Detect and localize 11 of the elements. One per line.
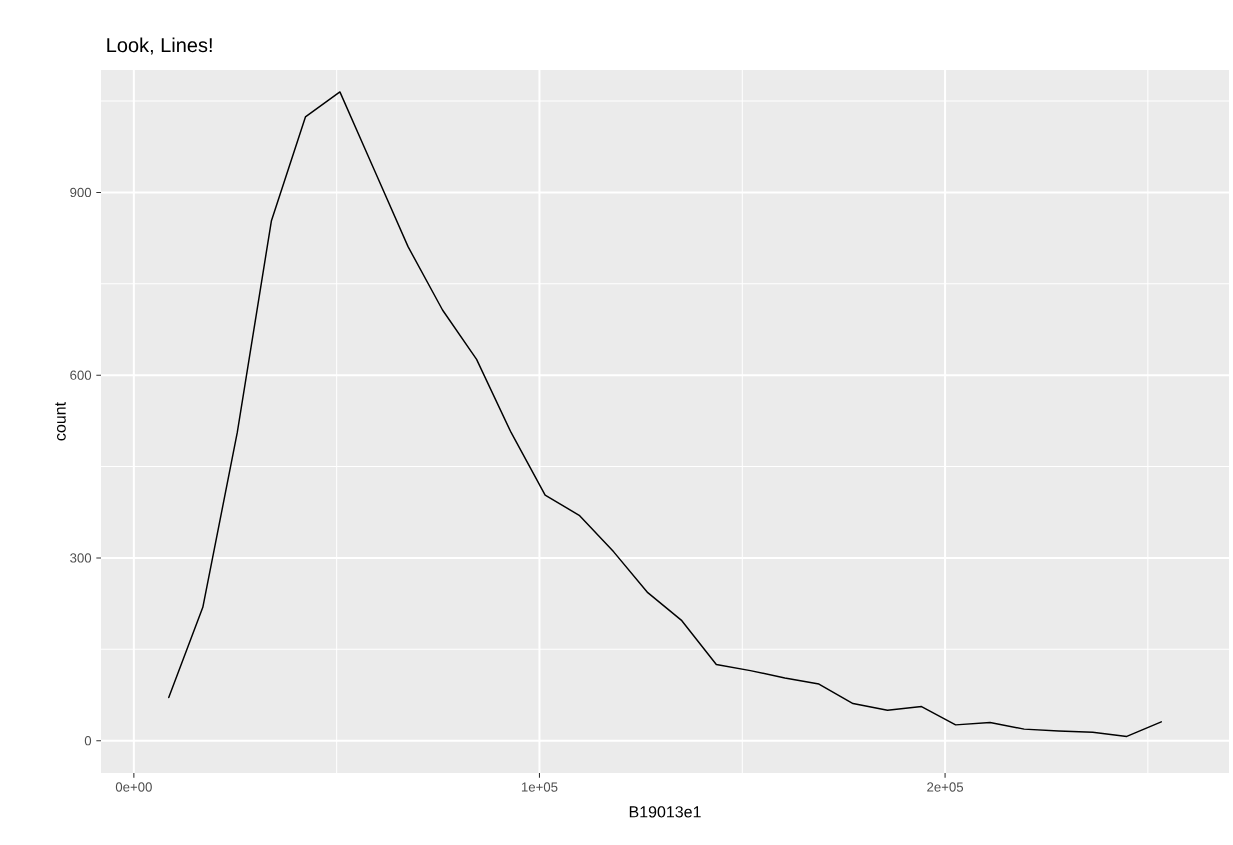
x-axis-title: B19013e1 [629,806,701,818]
y-axis-title: count [55,402,66,441]
line-series [168,91,1162,738]
x-tick-label: 1e+05 [521,782,558,792]
chart-title: Look, Lines! [107,37,212,55]
y-tick-label: 600 [70,370,92,380]
y-tick-label: 900 [70,187,92,198]
y-tick-label: 0 [84,736,92,746]
x-tick-label: 2e+05 [927,782,964,792]
y-tick-label: 300 [70,553,92,563]
x-tick-label: 0e+00 [115,782,152,792]
